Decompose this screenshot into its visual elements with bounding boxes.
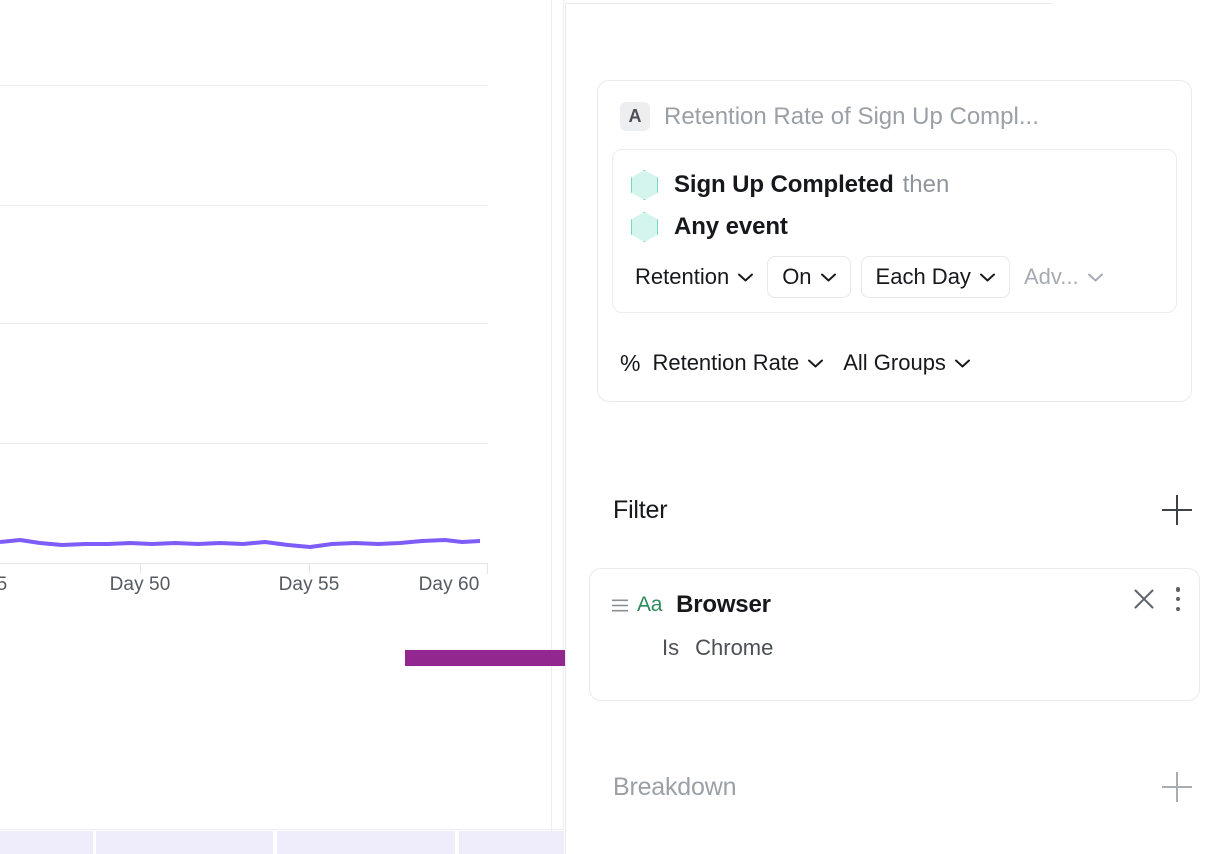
chart-gridline <box>0 443 488 444</box>
hexagon-event-icon <box>631 170 658 200</box>
metric-dropdown-value: Retention Rate <box>652 350 800 375</box>
x-axis-label: Day 50 <box>109 574 171 595</box>
query-controls-row: Retention On Each Day <box>613 248 1176 300</box>
retention-heatmap-cell[interactable] <box>0 831 93 854</box>
event-step-label[interactable]: Sign Up Completed <box>674 171 894 198</box>
interval-dropdown-value: Each Day <box>875 264 971 289</box>
interval-dropdown[interactable]: Each Day <box>860 256 1010 298</box>
query-title[interactable]: Retention Rate of Sign Up Compl... <box>664 102 1039 130</box>
retention-heatmap-cell[interactable] <box>277 831 455 854</box>
series-letter-badge: A <box>620 102 650 131</box>
on-dropdown-value: On <box>782 264 812 289</box>
chart-plot-area: 5 Day 50 Day 55 Day 60 <box>0 0 563 595</box>
chart-gridline <box>0 205 488 206</box>
x-axis-tick <box>140 563 141 574</box>
query-title-row[interactable]: A Retention Rate of Sign Up Compl... <box>598 81 1191 149</box>
filter-section-header: Filter <box>613 495 1192 525</box>
query-builder-panel: A Retention Rate of Sign Up Compl... Sig… <box>565 0 1222 854</box>
overflow-menu-icon[interactable] <box>1175 587 1181 611</box>
event-step-suffix: then <box>902 171 950 198</box>
event-steps-card: Sign Up Completed then Any event Retentio… <box>612 149 1177 313</box>
chevron-down-icon <box>1087 273 1103 281</box>
text-property-type-icon: Aa <box>637 593 663 616</box>
metric-dropdown[interactable]: Retention Rate <box>652 343 827 383</box>
event-step-row[interactable]: Sign Up Completed then <box>613 164 1176 206</box>
chevron-down-icon <box>820 273 836 281</box>
close-icon[interactable] <box>1133 588 1155 610</box>
panel-top-border <box>565 3 1052 4</box>
drag-handle-icon[interactable] <box>612 599 628 612</box>
chevron-down-icon <box>979 273 995 281</box>
filter-card-actions <box>1133 587 1181 611</box>
event-step-row[interactable]: Any event <box>613 206 1176 248</box>
chevron-down-icon <box>738 273 754 281</box>
event-step-label[interactable]: Any event <box>674 213 788 240</box>
measure-type-dropdown[interactable]: Retention <box>631 257 757 297</box>
metric-row: % Retention Rate All Groups <box>598 327 1191 401</box>
filter-operator[interactable]: Is <box>662 635 680 660</box>
x-axis-label-partial: 5 <box>0 574 7 596</box>
percent-sign-icon: % <box>620 349 641 376</box>
add-breakdown-button[interactable] <box>1162 772 1192 802</box>
x-axis-tick <box>309 563 310 574</box>
measure-type-value: Retention <box>635 264 730 289</box>
table-divider <box>0 829 563 830</box>
on-dropdown[interactable]: On <box>767 256 851 298</box>
filter-section-title: Filter <box>613 495 668 524</box>
chart-gridline <box>0 323 488 324</box>
retention-chart-panel: 5 Day 50 Day 55 Day 60 Day 5 Day 6 Day 7… <box>0 0 564 854</box>
add-filter-button[interactable] <box>1162 495 1192 525</box>
filter-condition-row: Is Chrome <box>590 619 1199 661</box>
breakdown-section-title: Breakdown <box>613 772 737 801</box>
x-axis-label: Day 60 <box>418 574 480 595</box>
chart-panel-edge <box>551 0 552 854</box>
panel-left-border <box>565 3 566 854</box>
retention-heatmap-cell[interactable] <box>459 831 563 854</box>
breakdown-section-header: Breakdown <box>613 772 1192 802</box>
chevron-down-icon <box>954 359 970 367</box>
retention-rate-line-series <box>0 538 481 549</box>
advanced-dropdown[interactable]: Adv... <box>1020 257 1107 297</box>
query-card: A Retention Rate of Sign Up Compl... Sig… <box>597 80 1192 402</box>
x-axis-label: Day 55 <box>278 574 340 595</box>
groups-dropdown[interactable]: All Groups <box>839 343 974 383</box>
filter-card-header: Aa Browser <box>590 569 1199 619</box>
retention-heatmap-cell[interactable] <box>96 831 273 854</box>
groups-dropdown-value: All Groups <box>843 350 946 375</box>
filter-property-name[interactable]: Browser <box>676 591 771 618</box>
chart-gridline <box>0 85 488 86</box>
filter-card-browser: Aa Browser Is Chrome <box>589 568 1200 701</box>
chart-x-axis-line <box>0 563 488 564</box>
chevron-down-icon <box>808 359 824 367</box>
hexagon-event-icon <box>631 212 658 242</box>
filter-value[interactable]: Chrome <box>695 635 774 660</box>
x-axis-tick <box>487 563 488 574</box>
advanced-dropdown-value: Adv... <box>1023 264 1079 289</box>
